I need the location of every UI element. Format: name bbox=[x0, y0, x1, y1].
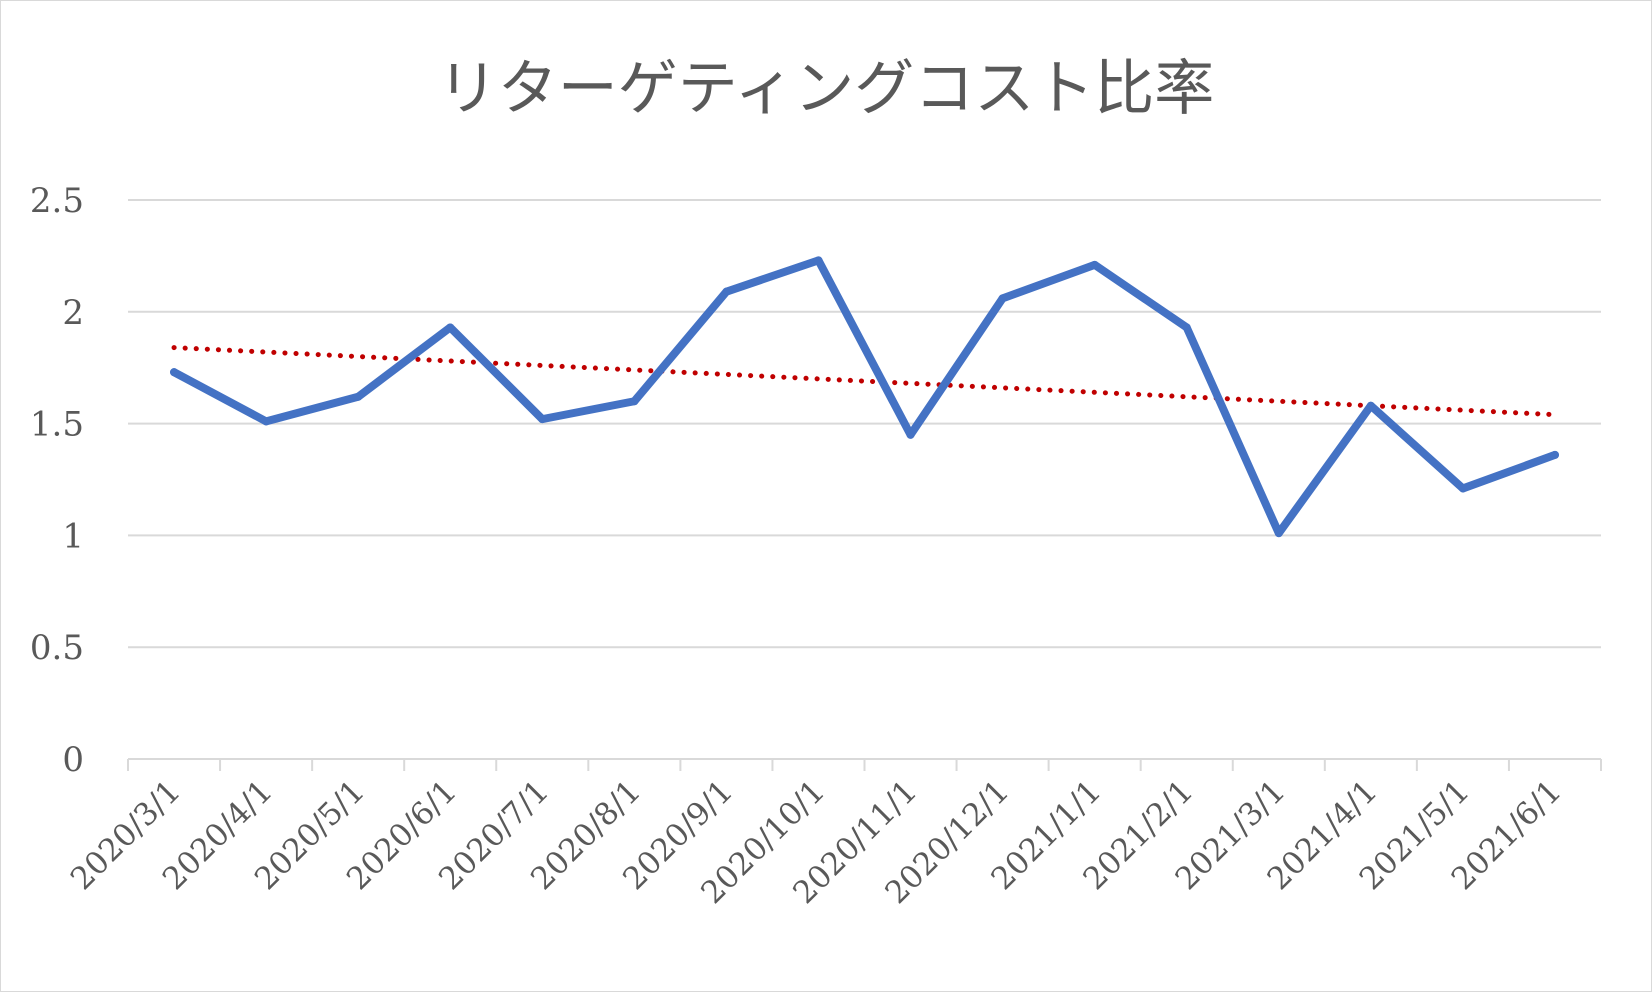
y-tick-label: 2.5 bbox=[30, 181, 84, 221]
data-point bbox=[1550, 450, 1559, 459]
series-line bbox=[170, 256, 1559, 538]
data-point bbox=[354, 392, 363, 401]
data-point bbox=[446, 323, 455, 332]
data-point bbox=[1274, 529, 1283, 538]
data-point bbox=[1090, 260, 1099, 269]
y-axis-ticks: 0 0.5 1 1.5 2 2.5 bbox=[30, 181, 84, 780]
chart-title: リターゲティングコスト比率 bbox=[438, 54, 1214, 124]
data-point bbox=[262, 417, 271, 426]
data-point bbox=[630, 397, 639, 406]
y-tick-label: 1.5 bbox=[30, 405, 84, 445]
series-group bbox=[170, 256, 1559, 538]
data-point bbox=[998, 294, 1007, 303]
data-point bbox=[722, 287, 731, 296]
y-tick-label: 1 bbox=[62, 516, 84, 556]
y-tick-label: 2 bbox=[62, 293, 84, 333]
data-point bbox=[906, 430, 915, 439]
x-axis: 2020/3/12020/4/12020/5/12020/6/12020/7/1… bbox=[64, 758, 1602, 911]
trendline bbox=[171, 345, 1558, 418]
trendline-path bbox=[171, 345, 1558, 418]
y-tick-label: 0.5 bbox=[30, 628, 84, 668]
data-point bbox=[1182, 323, 1191, 332]
y-tick-label: 0 bbox=[62, 740, 84, 780]
data-point bbox=[1458, 484, 1467, 493]
data-point bbox=[814, 256, 823, 265]
data-point bbox=[170, 368, 179, 377]
data-point bbox=[1366, 401, 1375, 410]
data-point bbox=[538, 415, 547, 424]
gridlines bbox=[128, 199, 1601, 649]
